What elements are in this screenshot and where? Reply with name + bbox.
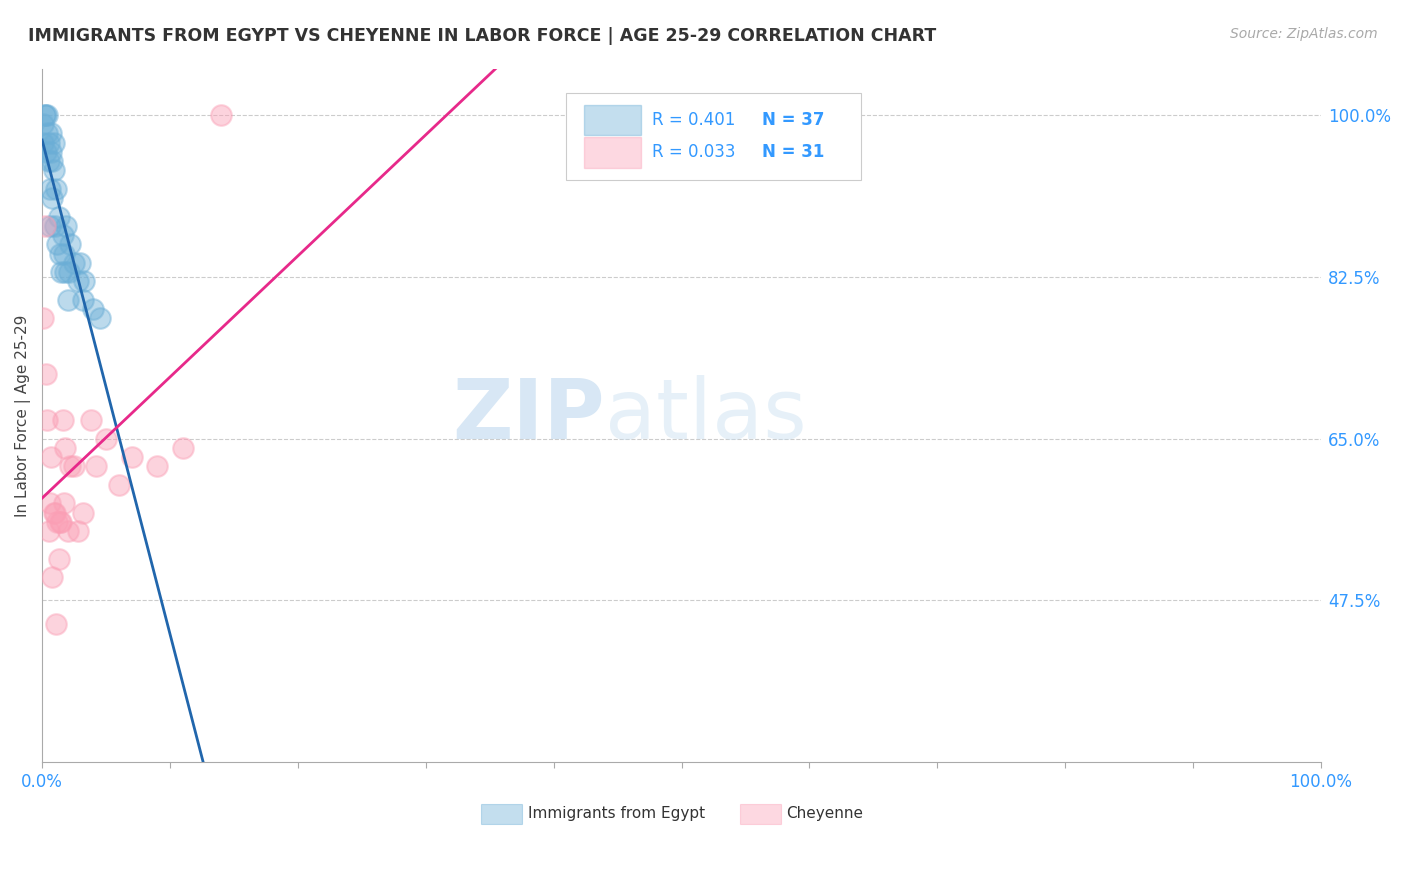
Point (55, 219, 77, 233)
Point (52, 246, 75, 260)
Point (42, 506, 65, 520)
Point (146, 459, 169, 474)
FancyBboxPatch shape (567, 93, 860, 179)
Point (84, 459, 107, 474)
Point (51, 265, 73, 279)
Point (108, 478, 131, 492)
Point (35, 367, 58, 381)
FancyBboxPatch shape (585, 104, 641, 135)
Text: R = 0.401: R = 0.401 (652, 111, 735, 128)
Point (49, 246, 72, 260)
Text: IMMIGRANTS FROM EGYPT VS CHEYENNE IN LABOR FORCE | AGE 25-29 CORRELATION CHART: IMMIGRANTS FROM EGYPT VS CHEYENNE IN LAB… (28, 27, 936, 45)
Point (52, 496, 75, 510)
Point (34, 219, 56, 233)
Point (56, 293, 79, 307)
Point (42, 136, 65, 150)
Text: ZIP: ZIP (453, 375, 605, 456)
Point (37, 136, 59, 150)
Point (49, 515, 72, 529)
Point (41, 191, 63, 205)
Point (56, 524, 79, 538)
Point (63, 256, 86, 270)
Point (94, 432, 117, 446)
Point (59, 459, 82, 474)
Point (41, 570, 63, 584)
Point (35, 145, 58, 159)
Point (121, 450, 143, 464)
Point (58, 265, 80, 279)
Point (44, 219, 66, 233)
Point (39, 126, 62, 140)
Point (52, 227, 75, 242)
Point (51, 515, 73, 529)
Point (38, 219, 60, 233)
Point (53, 441, 76, 455)
Text: Source: ZipAtlas.com: Source: ZipAtlas.com (1230, 27, 1378, 41)
Point (80, 413, 103, 427)
Point (89, 311, 111, 326)
Point (44, 506, 66, 520)
Y-axis label: In Labor Force | Age 25-29: In Labor Force | Age 25-29 (15, 314, 31, 516)
Point (46, 237, 69, 252)
Point (82, 301, 104, 316)
Point (37, 524, 59, 538)
Point (66, 274, 89, 288)
Point (39, 450, 62, 464)
Point (32, 136, 55, 150)
Point (37, 108, 59, 122)
Point (37, 154, 59, 169)
Point (41, 154, 63, 169)
Point (72, 293, 94, 307)
Point (172, 441, 194, 455)
Text: N = 37: N = 37 (762, 111, 825, 128)
FancyBboxPatch shape (741, 804, 782, 824)
FancyBboxPatch shape (585, 137, 641, 168)
Point (48, 551, 70, 566)
Point (39, 145, 62, 159)
Point (66, 524, 89, 538)
Point (45, 182, 67, 196)
Point (34, 108, 56, 122)
Point (53, 265, 76, 279)
Point (34, 108, 56, 122)
Text: N = 31: N = 31 (762, 144, 824, 161)
Point (42, 163, 65, 178)
Point (37, 126, 59, 140)
Point (63, 459, 86, 474)
Point (72, 506, 94, 520)
Point (69, 256, 91, 270)
Point (32, 117, 55, 131)
Point (52, 413, 75, 427)
Text: Immigrants from Egypt: Immigrants from Egypt (529, 806, 706, 822)
FancyBboxPatch shape (481, 804, 522, 824)
Point (45, 616, 67, 631)
Point (48, 210, 70, 224)
Text: atlas: atlas (605, 375, 807, 456)
Point (59, 237, 82, 252)
Point (38, 182, 60, 196)
Point (32, 311, 55, 326)
Point (209, 108, 232, 122)
Text: R = 0.033: R = 0.033 (652, 144, 735, 161)
Point (38, 496, 60, 510)
Point (46, 515, 69, 529)
Point (73, 274, 96, 288)
Text: Cheyenne: Cheyenne (786, 806, 863, 822)
Point (37, 413, 59, 427)
